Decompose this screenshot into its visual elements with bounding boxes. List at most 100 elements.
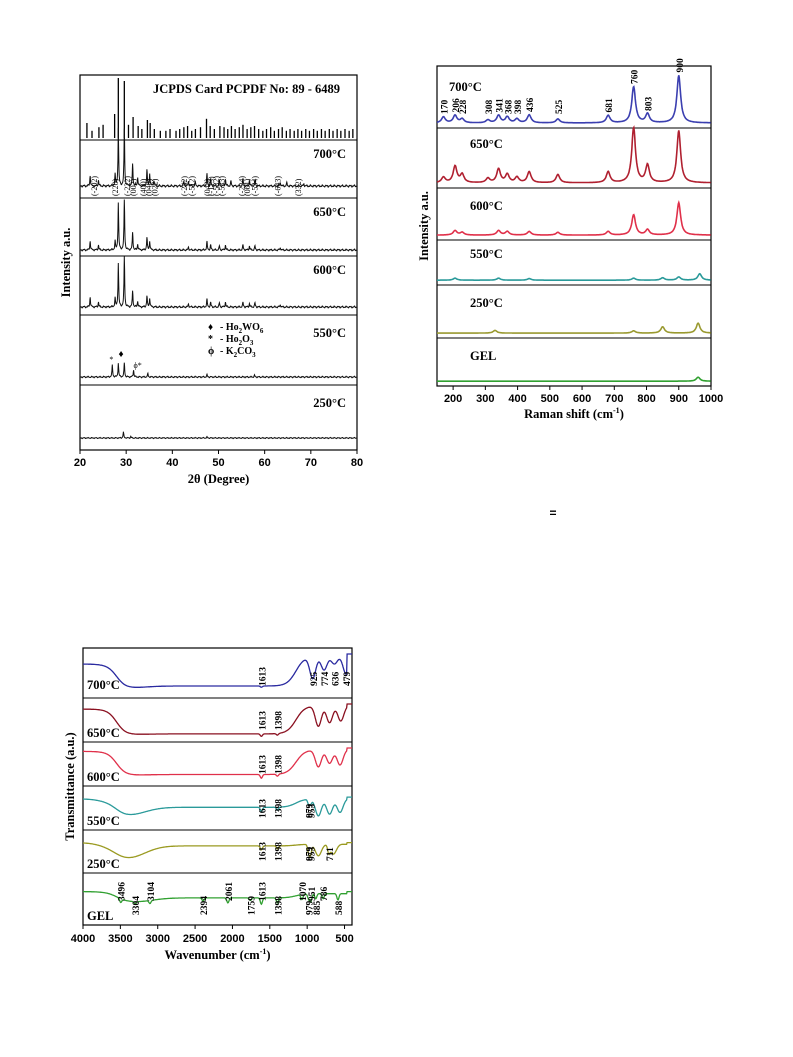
xrd-x-tick-label: 70 — [305, 457, 317, 469]
raman-x-tick-label: 200 — [444, 393, 462, 405]
ftir-peak-label: 1613 — [258, 667, 268, 686]
xrd-panel-label: 550°C — [313, 326, 346, 340]
xrd-y-axis-label: Intensity a.u. — [59, 228, 73, 298]
ftir-peak-label: 979 — [306, 847, 316, 862]
xrd-legend-entry: - Ho2WO6 — [220, 322, 264, 335]
xrd-peak-marker: * — [109, 355, 113, 364]
raman-spectrum-line — [437, 322, 711, 334]
xrd-legend-subscript: 3 — [252, 351, 256, 359]
ftir-peak-label: 1398 — [274, 896, 284, 915]
xrd-legend-symbol: * — [208, 334, 213, 345]
xrd-hkl-label: (332) — [294, 178, 303, 196]
raman-x-axis-text: Raman shift (cm — [524, 407, 613, 421]
ftir-x-axis-text: Wavenumber (cm — [164, 948, 260, 962]
ftir-peak-label: 951 — [308, 887, 318, 902]
xrd-hkl-label: (-533) — [217, 176, 226, 196]
xrd-hkl-label: (042) — [203, 178, 212, 196]
xrd-x-tick-label: 60 — [259, 457, 271, 469]
ftir-peak-label: 1070 — [299, 882, 309, 901]
raman-panel-label: 550°C — [470, 247, 503, 261]
xrd-x-tick-label: 40 — [166, 457, 178, 469]
ftir-x-tick-label: 3500 — [108, 933, 132, 945]
xrd-hkl-label: (400) — [139, 178, 148, 196]
ftir-peak-label: 1398 — [274, 711, 284, 730]
raman-y-axis-label: Intensity a.u. — [417, 191, 431, 261]
xrd-panel-label: 250°C — [313, 396, 346, 410]
ftir-chart: 4000 3500 3000 2500 2000 1500 1000 500 Wavenumbe… — [63, 647, 354, 962]
raman-peak-label: 900 — [676, 58, 686, 73]
raman-peak-label: 170 — [440, 100, 450, 115]
xrd-pattern-line — [79, 127, 358, 188]
xrd-hkl-label: (002) — [129, 178, 138, 196]
ftir-peak-label: 479 — [343, 672, 353, 687]
raman-x-tick-label: 300 — [476, 393, 494, 405]
xrd-legend-entry: - K2CO3 — [220, 346, 256, 359]
ftir-panel-label: 700°C — [87, 678, 120, 692]
xrd-hkl-label: (040) — [144, 178, 153, 196]
raman-x-axis-text: ) — [620, 407, 624, 421]
xrd-legend-symbol: ϕ — [208, 346, 214, 357]
ftir-x-axis-text: ) — [266, 948, 270, 962]
xrd-hkl-label: (-113) — [207, 176, 216, 196]
xrd-peak-marker: ϕ* — [134, 361, 142, 370]
ftir-x-tick-label: 1500 — [258, 933, 282, 945]
ftir-peak-label: 3496 — [118, 882, 128, 901]
xrd-panel-label: 650°C — [313, 205, 346, 219]
xrd-hkl-label: (-224) — [238, 176, 247, 196]
ftir-peak-label: 1398 — [274, 755, 284, 774]
ftir-spectrum-line — [83, 703, 352, 737]
ftir-y-axis-label: Transmittance (a.u.) — [63, 732, 77, 840]
ftir-peak-label: 711 — [326, 847, 336, 861]
raman-spectrum-line — [437, 272, 711, 281]
ftir-peak-label: 2394 — [200, 896, 210, 915]
ftir-peak-label: 1613 — [258, 755, 268, 774]
xrd-pattern-line — [79, 431, 358, 440]
xrd-legend-text: - K — [220, 346, 234, 357]
raman-frame — [436, 65, 712, 387]
raman-x-tick-label: 700 — [605, 393, 623, 405]
xrd-hkl-label: (-532) — [212, 176, 221, 196]
ftir-peak-label: 979 — [306, 901, 316, 916]
xrd-legend-subscript: 3 — [250, 339, 254, 347]
raman-peak-label: 760 — [631, 70, 641, 85]
ftir-peak-label: 1398 — [274, 842, 284, 861]
xrd-legend-subscript: 6 — [260, 327, 264, 335]
raman-peak-label: 341 — [496, 98, 506, 113]
ftir-panel-label: 250°C — [87, 857, 120, 871]
raman-spectrum-line — [437, 376, 711, 382]
ftir-spectrum-line — [83, 796, 352, 817]
raman-spectrum-line — [436, 125, 711, 184]
raman-peak-label: 803 — [644, 97, 654, 112]
raman-peak-label: 525 — [555, 100, 565, 115]
ftir-peak-label: 979 — [306, 804, 316, 819]
xrd-hkl-label: (220) — [111, 178, 120, 196]
ftir-panel-label: GEL — [87, 909, 113, 923]
ftir-panel-label: 650°C — [87, 726, 120, 740]
xrd-pattern-line — [79, 256, 358, 309]
ftir-x-tick-label: 3000 — [145, 933, 169, 945]
ftir-peak-label: 1759 — [248, 896, 258, 915]
ftir-x-tick-label: 1000 — [295, 933, 319, 945]
ftir-peak-label: 636 — [331, 672, 341, 687]
ftir-peak-label: 2061 — [225, 882, 235, 901]
xrd-legend-text: WO — [242, 322, 260, 333]
raman-x-tick-label: 800 — [637, 393, 655, 405]
raman-panel-label: 250°C — [470, 296, 503, 310]
ftir-peak-label: 774 — [321, 672, 331, 687]
xrd-x-tick-label: 20 — [74, 457, 86, 469]
xrd-hkl-label: (061) — [243, 178, 252, 196]
xrd-panel-label: 600°C — [313, 263, 346, 277]
stray-mark: = — [549, 506, 556, 520]
raman-panel-label: GEL — [470, 349, 496, 363]
ftir-peak-label: 3104 — [147, 882, 157, 901]
ftir-x-tick-label: 4000 — [71, 933, 95, 945]
xrd-legend-subscript: 2 — [234, 351, 238, 359]
raman-peak-label: 368 — [504, 100, 514, 115]
raman-panel-label: 600°C — [470, 199, 503, 213]
raman-x-axis-label: Raman shift (cm-1) — [524, 406, 624, 421]
ftir-peak-label: 953 — [308, 847, 318, 862]
xrd-panel-label: 700°C — [313, 147, 346, 161]
xrd-hkl-label: (-643) — [274, 176, 283, 196]
raman-x-axis-superscript: -1 — [613, 406, 620, 415]
